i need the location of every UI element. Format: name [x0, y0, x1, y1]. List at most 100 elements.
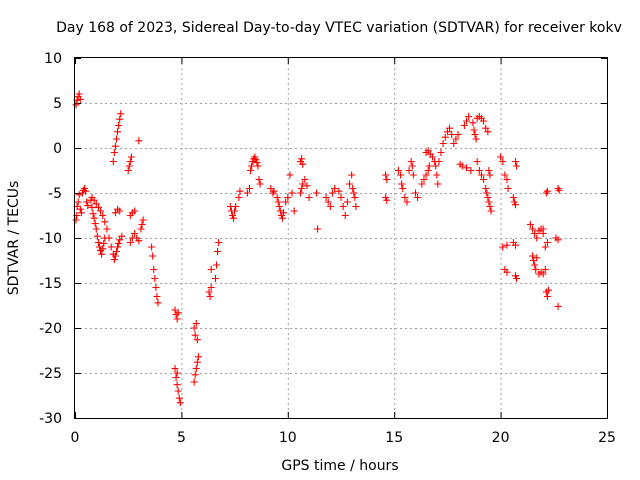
data-point [450, 140, 458, 147]
data-point [554, 236, 562, 244]
data-point [288, 189, 296, 197]
data-point [382, 171, 390, 179]
data-point [151, 275, 159, 282]
data-point [458, 162, 466, 170]
data-point [331, 185, 339, 192]
data-point [173, 369, 181, 377]
y-tick-label: -20 [39, 321, 62, 337]
data-point [82, 187, 90, 195]
data-point [116, 115, 124, 123]
data-point [526, 221, 534, 228]
data-point [76, 205, 84, 213]
y-tick-label: 5 [53, 96, 62, 112]
data-point [100, 239, 108, 247]
data-point [349, 185, 357, 192]
data-point [230, 214, 238, 222]
x-tick-label: 20 [492, 430, 510, 446]
data-point [93, 232, 101, 240]
data-point [171, 365, 179, 372]
data-point [98, 250, 106, 258]
data-point [290, 207, 298, 215]
data-point [424, 147, 432, 155]
data-point [555, 186, 563, 194]
data-point [346, 180, 354, 188]
data-point [532, 266, 540, 273]
data-point [190, 324, 198, 332]
data-point [301, 176, 309, 183]
data-point [497, 153, 505, 161]
y-axis-label: SDTVAR / TECUs [6, 181, 22, 296]
data-point [424, 167, 432, 174]
data-point [539, 225, 547, 233]
data-point [335, 187, 343, 195]
data-point [248, 162, 256, 170]
data-point [482, 185, 490, 192]
data-point [116, 207, 124, 215]
data-point [299, 180, 307, 188]
data-point [533, 234, 541, 242]
data-point [513, 275, 521, 282]
data-point [92, 200, 100, 208]
data-point [115, 239, 123, 247]
data-point [276, 207, 284, 215]
data-point [501, 171, 509, 179]
data-point [282, 198, 290, 206]
y-tick-label: -25 [39, 366, 62, 382]
x-tick-label: 0 [71, 430, 80, 446]
data-point [89, 210, 97, 218]
data-point [422, 171, 430, 179]
data-point [148, 243, 156, 251]
data-point [511, 241, 519, 249]
data-point [529, 252, 537, 260]
data-point [471, 131, 479, 138]
data-point [90, 214, 98, 222]
data-point [472, 135, 480, 143]
data-point [350, 189, 358, 197]
data-point [124, 167, 132, 174]
data-point [256, 180, 264, 188]
data-point [172, 374, 180, 381]
data-point [114, 243, 122, 251]
data-point [135, 137, 143, 145]
data-point [480, 117, 488, 125]
data-point [473, 158, 481, 165]
data-point [254, 162, 262, 170]
data-point [337, 194, 345, 201]
data-point [175, 394, 183, 402]
data-point [341, 212, 349, 219]
data-point [437, 149, 445, 156]
y-tick-label: -5 [48, 186, 62, 202]
data-point [511, 201, 519, 209]
data-point [126, 158, 134, 165]
data-point [111, 142, 119, 150]
data-point [298, 155, 306, 163]
data-point [173, 315, 181, 323]
data-point [463, 164, 471, 172]
data-point [448, 131, 456, 138]
data-point [432, 162, 440, 170]
data-point [425, 162, 433, 170]
data-point [544, 286, 552, 294]
data-point [207, 266, 215, 273]
data-point [469, 119, 477, 127]
data-point [273, 194, 281, 201]
data-point [94, 239, 102, 246]
data-point [531, 261, 539, 269]
data-point [554, 185, 562, 192]
data-point [299, 160, 307, 168]
data-point [72, 216, 80, 224]
data-point [408, 162, 416, 170]
data-point [541, 266, 549, 273]
data-point [339, 203, 347, 210]
data-point [247, 167, 255, 174]
data-point [231, 207, 239, 215]
data-point [511, 158, 519, 165]
data-point [467, 167, 475, 174]
x-tick-label: 10 [279, 430, 297, 446]
data-point [110, 256, 118, 264]
data-point [135, 237, 143, 245]
data-point [463, 117, 471, 125]
data-point [103, 225, 111, 233]
data-point [324, 198, 332, 206]
